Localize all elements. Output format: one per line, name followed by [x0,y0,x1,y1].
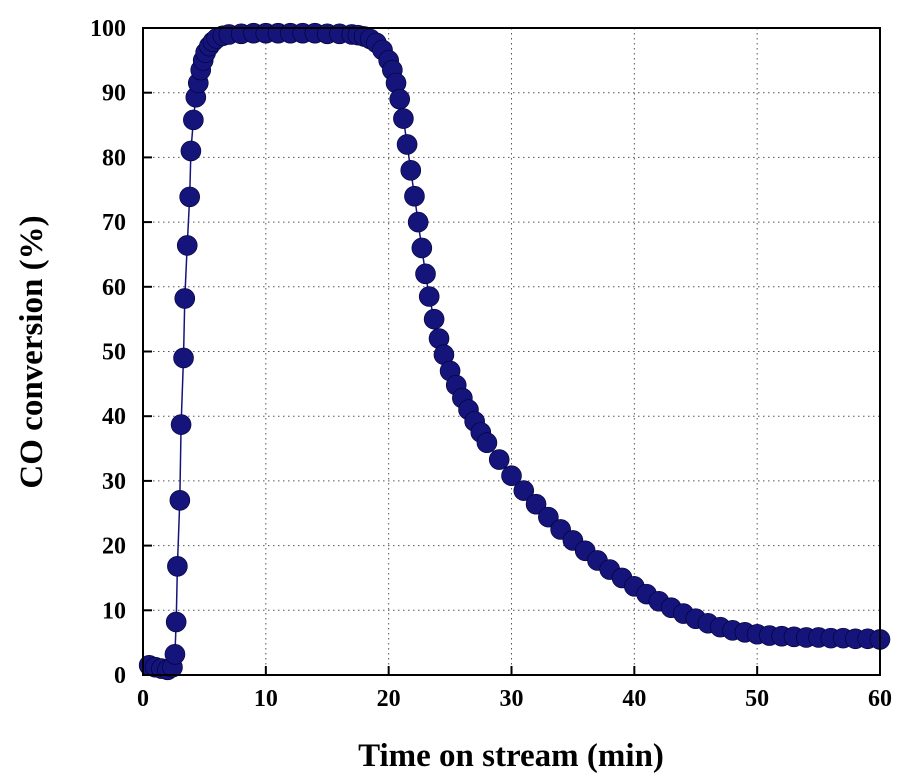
data-point [170,414,192,435]
data-point [411,237,433,259]
data-point [400,160,422,181]
data-point [513,480,535,501]
x-tick-labels: 0 10 20 30 40 50 60 [137,686,892,712]
data-point [423,308,445,330]
data-point [164,643,186,665]
data-point [525,493,547,515]
data-point [396,134,418,155]
data-point [418,286,440,307]
data-point [393,108,414,129]
x-tick-label: 50 [745,686,769,712]
data-point [183,109,204,131]
x-tick-label: 60 [868,686,892,712]
data-point [415,263,436,285]
data-point [174,288,196,309]
data-point [407,211,429,233]
data-point [179,186,200,208]
y-tick-label: 0 [114,663,126,689]
y-tick-label: 10 [102,598,126,624]
data-point [165,611,187,633]
y-tick-label: 40 [102,404,126,430]
data-point [476,432,498,454]
data-points [138,22,891,681]
data-point [538,506,559,528]
x-tick-label: 10 [254,686,278,712]
data-point [501,465,522,487]
x-axis-title: Time on stream (min) [358,738,664,774]
data-point [404,185,425,207]
y-tick-label: 20 [102,534,126,560]
data-point [488,449,510,470]
x-tick-label: 40 [622,686,646,712]
data-point [173,347,194,369]
y-tick-label: 90 [102,81,126,107]
data-point [180,140,202,162]
data-point [169,490,191,511]
y-tick-labels: 0 10 20 30 40 50 60 70 80 90 100 [90,16,126,689]
x-tick-label: 0 [137,686,149,712]
y-tick-label: 100 [90,16,126,42]
y-axis-title: CO conversion (%) [14,215,50,488]
grid-lines [143,28,880,675]
data-point [176,235,198,256]
x-tick-label: 20 [377,686,401,712]
axis-ticks [142,27,881,676]
data-point [389,88,411,110]
y-tick-label: 80 [102,145,126,171]
data-point [167,556,188,577]
y-tick-label: 30 [102,469,126,495]
x-tick-label: 30 [500,686,524,712]
y-tick-label: 60 [102,275,126,301]
y-tick-label: 50 [102,340,126,366]
y-tick-label: 70 [102,210,126,236]
